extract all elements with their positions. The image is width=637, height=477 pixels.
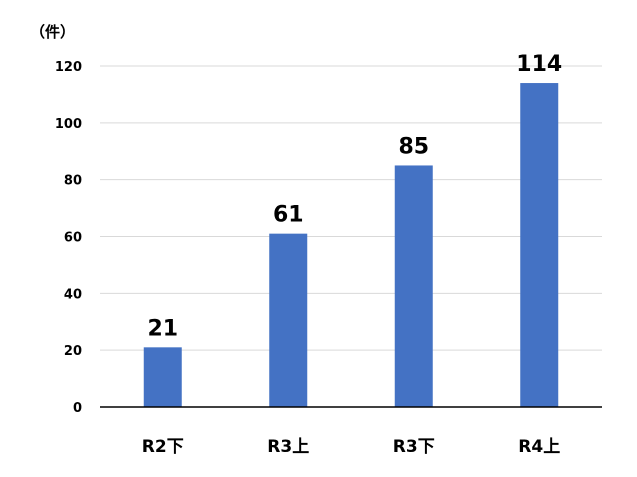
x-tick-label: R2下 bbox=[142, 437, 184, 457]
x-tick-label: R3下 bbox=[393, 437, 435, 457]
gridlines bbox=[100, 65, 602, 351]
data-labels: 21 61 85 114 bbox=[147, 52, 562, 341]
bar bbox=[394, 165, 433, 407]
x-tick-label: R4上 bbox=[518, 437, 560, 457]
x-tick-label: R3上 bbox=[267, 437, 309, 457]
bar bbox=[269, 233, 308, 407]
y-tick-label: 120 bbox=[55, 60, 82, 75]
y-unit-label: （件） bbox=[30, 23, 75, 41]
data-label: 114 bbox=[516, 52, 562, 77]
y-tick-label: 60 bbox=[64, 231, 82, 246]
y-tick-label: 40 bbox=[64, 287, 82, 302]
y-tick-label: 0 bbox=[73, 401, 82, 416]
bar bbox=[520, 83, 559, 408]
bars bbox=[143, 83, 559, 408]
x-axis-labels: R2下 R3上 R3下 R4上 bbox=[142, 437, 560, 457]
data-label: 21 bbox=[147, 316, 178, 341]
data-label: 61 bbox=[273, 203, 304, 228]
y-axis-ticks: 0 20 40 60 80 100 120 bbox=[55, 60, 82, 416]
y-tick-label: 100 bbox=[55, 117, 82, 132]
data-label: 85 bbox=[398, 134, 429, 159]
y-tick-label: 80 bbox=[64, 174, 82, 189]
y-tick-label: 20 bbox=[64, 344, 82, 359]
bar bbox=[143, 347, 182, 407]
